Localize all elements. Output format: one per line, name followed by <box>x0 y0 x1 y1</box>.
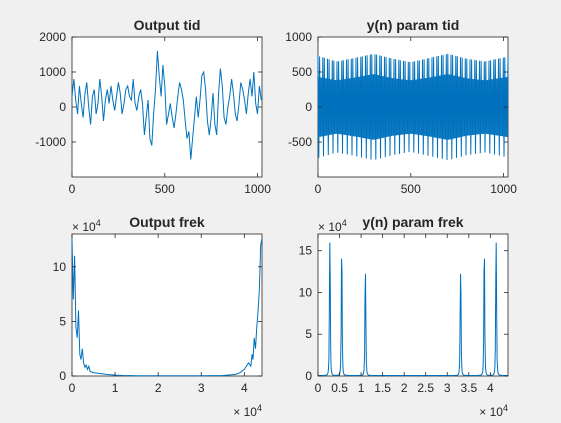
x-tick-label: 1.5 <box>374 381 391 395</box>
x-tick-label: 1000 <box>490 182 517 196</box>
x-tick-label: 1 <box>112 381 119 395</box>
x-tick-label: 500 <box>155 182 175 196</box>
subplot-2: 0 500 1000 -500 0 500 1000 y(n) param tid <box>285 17 517 196</box>
axes-box <box>317 233 509 377</box>
subplot-title: y(n) param frek <box>362 214 463 230</box>
x-tick-label: 1000 <box>244 182 271 196</box>
y-tick-label: 5 <box>59 314 66 328</box>
x-tick-label: 0 <box>69 381 76 395</box>
subplot-title: Output tid <box>134 17 201 33</box>
y-exponent-label: × 104 <box>72 218 101 234</box>
y-tick-label: 1000 <box>39 65 66 79</box>
series-line <box>71 50 262 160</box>
y-tick-label: 0 <box>305 369 312 383</box>
x-tick-label: 3 <box>444 381 451 395</box>
x-tick-label: 500 <box>401 182 421 196</box>
subplot-4: 0 0.5 1 1.5 2 2.5 3 3.5 4 0 5 10 15 y(n) param frek × … <box>299 214 509 419</box>
x-tick-label: 4 <box>487 381 494 395</box>
y-tick-label: -500 <box>288 135 312 149</box>
x-tick-label: 2 <box>155 381 162 395</box>
subplot-1: 0 500 1000 -1000 0 1000 2000 Output tid <box>35 17 271 196</box>
x-exponent-label: × 104 <box>233 403 262 419</box>
x-tick-label: 0 <box>69 182 76 196</box>
x-tick-label: 3 <box>198 381 205 395</box>
y-tick-label: 5 <box>305 327 312 341</box>
y-tick-label: 500 <box>292 65 312 79</box>
y-tick-label: 0 <box>305 100 312 114</box>
subplot-title: Output frek <box>129 214 205 230</box>
x-tick-label: 4 <box>241 381 248 395</box>
y-tick-label: 0 <box>59 100 66 114</box>
y-tick-label: 1000 <box>285 30 312 44</box>
subplot-3: 0 1 2 3 4 0 5 10 Output frek × 104 × 104 <box>53 214 263 419</box>
y-tick-label: 10 <box>53 260 67 274</box>
y-tick-label: 2000 <box>39 30 66 44</box>
x-tick-label: 2.5 <box>417 381 434 395</box>
y-tick-label: 15 <box>299 244 313 258</box>
x-tick-label: 3.5 <box>460 381 477 395</box>
axes-box <box>71 36 263 178</box>
y-tick-label: 10 <box>299 285 313 299</box>
x-tick-label: 2 <box>401 381 408 395</box>
y-tick-label: -1000 <box>35 135 66 149</box>
x-tick-label: 0 <box>315 381 322 395</box>
x-tick-label: 1 <box>358 381 365 395</box>
series-band <box>318 74 508 140</box>
axes-box <box>71 233 263 377</box>
x-exponent-label: × 104 <box>479 403 508 419</box>
x-tick-label: 0.5 <box>331 381 348 395</box>
subplot-title: y(n) param tid <box>367 17 460 33</box>
y-exponent-label: × 104 <box>318 218 347 234</box>
series-line <box>318 242 508 376</box>
y-tick-label: 0 <box>59 369 66 383</box>
x-tick-label: 0 <box>315 182 322 196</box>
